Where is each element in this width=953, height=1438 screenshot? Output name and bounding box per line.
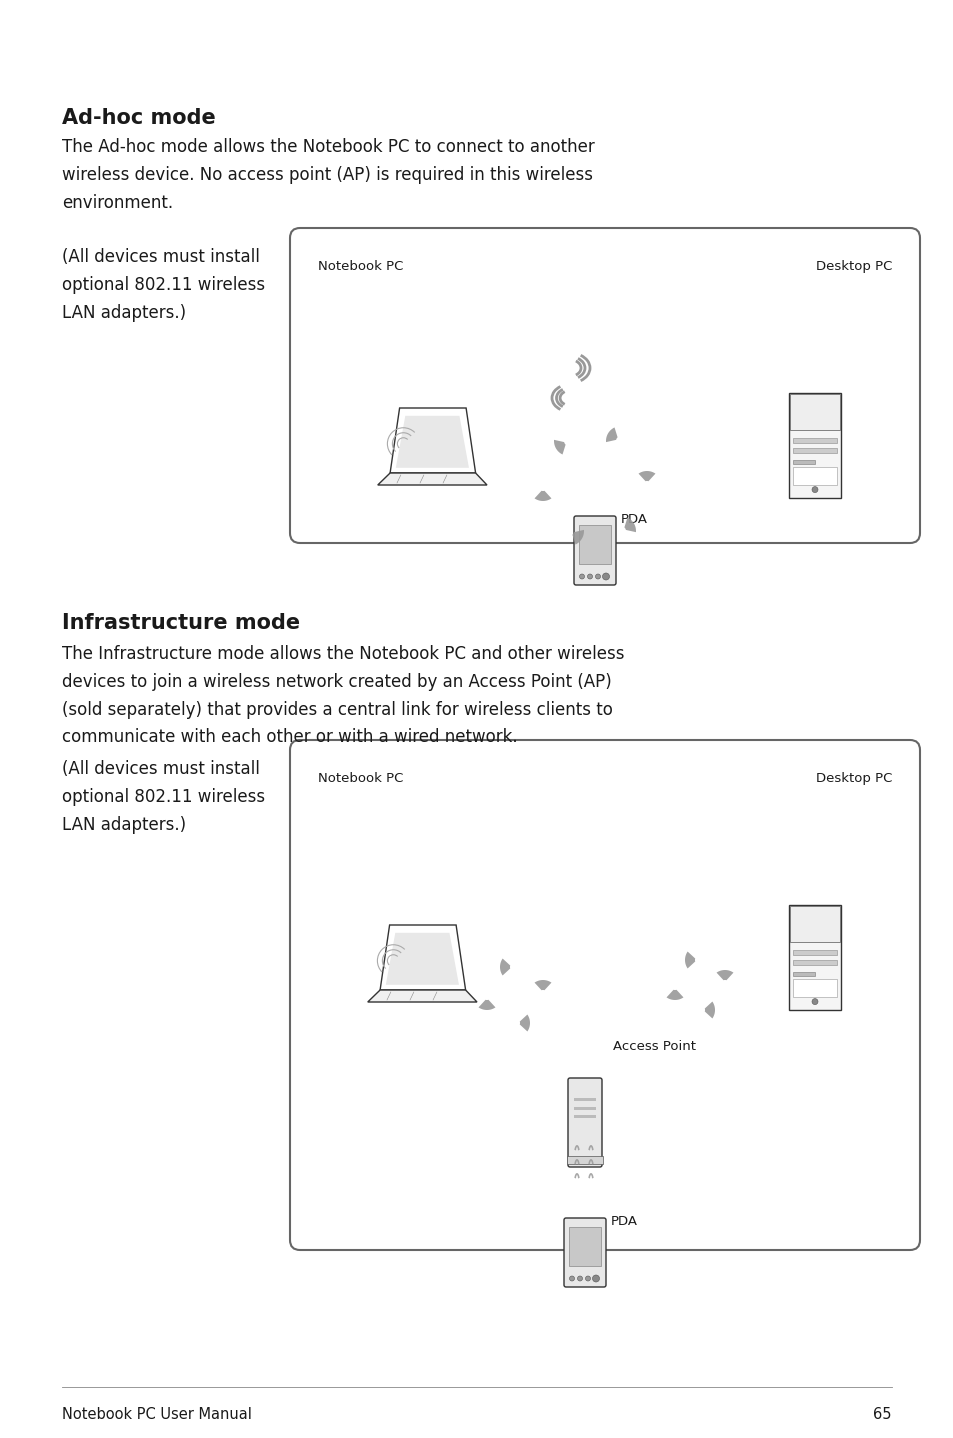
Bar [574,1107,596,1110]
Text: (All devices must install
optional 802.11 wireless
LAN adapters.): (All devices must install optional 802.1… [62,761,265,834]
Text: PDA: PDA [620,513,647,526]
Bar [792,466,836,486]
Polygon shape [624,518,636,532]
Polygon shape [638,472,655,482]
Polygon shape [377,473,486,485]
Circle shape [587,574,592,580]
Bar [789,906,840,942]
Bar [792,959,836,965]
Bar [789,394,840,430]
Polygon shape [588,1159,593,1165]
Text: The Ad-hoc mode allows the Notebook PC to connect to another
wireless device. No: The Ad-hoc mode allows the Notebook PC t… [62,138,594,211]
Text: Notebook PC User Manual: Notebook PC User Manual [62,1406,252,1422]
Polygon shape [574,1159,579,1165]
Polygon shape [716,971,733,981]
Bar [792,951,836,955]
Polygon shape [666,989,682,999]
Polygon shape [395,416,469,467]
FancyBboxPatch shape [567,1078,601,1168]
Bar [792,460,814,464]
FancyBboxPatch shape [290,229,919,544]
Polygon shape [588,1173,593,1179]
Text: PDA: PDA [610,1215,638,1228]
Circle shape [811,486,817,493]
FancyBboxPatch shape [574,516,616,585]
Bar [792,439,836,443]
Polygon shape [574,1173,579,1179]
Circle shape [595,574,599,580]
FancyBboxPatch shape [788,905,841,1009]
Text: Access Point: Access Point [613,1040,696,1053]
Polygon shape [574,1145,579,1150]
Circle shape [578,574,584,580]
Text: 65: 65 [873,1406,891,1422]
Circle shape [592,1276,598,1283]
Polygon shape [379,925,465,989]
Polygon shape [519,1015,530,1031]
Text: Notebook PC: Notebook PC [317,772,403,785]
Bar [574,1116,596,1119]
Polygon shape [367,989,476,1002]
Bar [578,525,610,564]
Polygon shape [478,999,495,1009]
Bar [566,1156,602,1163]
Polygon shape [572,529,583,545]
Polygon shape [390,408,476,473]
Circle shape [569,1276,574,1281]
Bar [574,1099,596,1102]
Circle shape [602,572,609,580]
Bar [792,972,814,976]
FancyBboxPatch shape [290,741,919,1250]
Polygon shape [704,1001,714,1018]
FancyBboxPatch shape [563,1218,605,1287]
Polygon shape [499,959,510,975]
Circle shape [811,998,817,1005]
Polygon shape [684,952,695,968]
Bar [792,447,836,453]
Text: Infrastructure mode: Infrastructure mode [62,613,300,633]
Polygon shape [554,440,565,454]
Polygon shape [588,1145,593,1150]
Polygon shape [534,490,551,500]
Polygon shape [385,933,458,985]
Text: (All devices must install
optional 802.11 wireless
LAN adapters.): (All devices must install optional 802.1… [62,247,265,322]
Bar [792,978,836,998]
Text: Notebook PC: Notebook PC [317,260,403,273]
Text: Desktop PC: Desktop PC [815,772,891,785]
FancyBboxPatch shape [788,393,841,498]
Circle shape [585,1276,590,1281]
Polygon shape [605,427,617,441]
Circle shape [577,1276,582,1281]
Text: The Infrastructure mode allows the Notebook PC and other wireless
devices to joi: The Infrastructure mode allows the Noteb… [62,646,624,746]
Bar [568,1227,600,1265]
Text: Desktop PC: Desktop PC [815,260,891,273]
Polygon shape [534,981,551,991]
Text: Ad-hoc mode: Ad-hoc mode [62,108,215,128]
